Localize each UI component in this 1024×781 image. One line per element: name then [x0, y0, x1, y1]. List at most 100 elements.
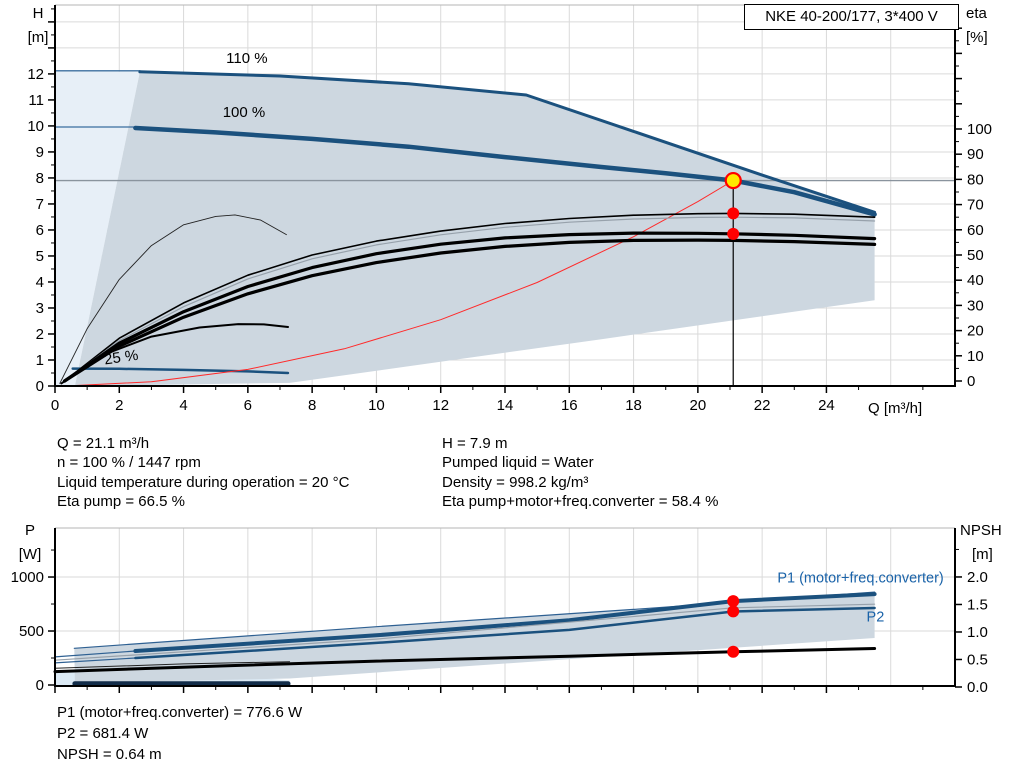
- y-tick-label: 0: [36, 677, 44, 694]
- p2-curve: [134, 606, 876, 660]
- y-tick-label: 500: [19, 623, 44, 640]
- x-tick-label: 22: [754, 397, 771, 414]
- info-line: Liquid temperature during operation = 20…: [57, 473, 350, 491]
- y2-tick-label: 0.0: [967, 679, 988, 696]
- y2-tick-label: 1.0: [967, 624, 988, 641]
- curve-110pct: [138, 70, 877, 214]
- npsh-curve: [53, 647, 877, 674]
- npsh-thin: [54, 661, 291, 669]
- q-axis-label: Q [m³/h]: [868, 400, 923, 417]
- info-line: Q = 21.1 m³/h: [57, 435, 150, 452]
- y2-tick-label: 100: [967, 121, 992, 138]
- p-axis-label: P: [24, 522, 35, 539]
- eta-axis-unit: [%]: [966, 29, 988, 46]
- y-tick-label: 7: [36, 196, 44, 213]
- info-line: Density = 998.2 kg/m³: [442, 473, 589, 491]
- info-line: P2 = 681.4 W: [57, 725, 149, 742]
- curve-label: P1 (motor+freq.converter): [777, 570, 943, 586]
- x-tick-label: 0: [51, 397, 59, 414]
- p2-min-flow: [54, 657, 136, 664]
- y-tick-label: 6: [36, 222, 44, 239]
- y-tick-label: 2: [36, 326, 44, 343]
- info-line: n = 100 % / 1447 rpm: [57, 454, 201, 472]
- npsh-axis-label: NPSH: [960, 522, 1002, 539]
- curve-label: 110 %: [226, 50, 267, 67]
- npsh-marker: [727, 645, 740, 658]
- y-tick-label: 9: [36, 144, 44, 161]
- info-line: NPSH = 0.64 m: [57, 746, 162, 763]
- p1-min-flow: [54, 650, 136, 658]
- p1-curve: [133, 592, 877, 653]
- y-tick-label: 3: [36, 300, 44, 317]
- info-line: Eta pump+motor+freq.converter = 58.4 %: [442, 493, 719, 511]
- power-result-block: P1 (motor+freq.converter) = 776.6 W P2 = …: [57, 702, 302, 765]
- curve-label: 25 %: [103, 347, 139, 369]
- curve-25pct: [71, 367, 290, 375]
- y-tick-label: 1000: [11, 569, 44, 586]
- h-axis-unit: [m]: [27, 29, 49, 46]
- y2-tick-label: 70: [967, 197, 984, 214]
- y2-tick-label: 2.0: [967, 569, 988, 586]
- y2-tick-label: 0: [967, 373, 975, 390]
- x-tick-label: 8: [308, 397, 316, 414]
- y2-tick-label: 90: [967, 146, 984, 163]
- y-tick-label: 5: [36, 248, 44, 265]
- curve-100pct: [133, 125, 877, 217]
- y2-tick-label: 40: [967, 272, 984, 289]
- y2-tick-label: 50: [967, 247, 984, 264]
- min-flow-region: [55, 71, 140, 387]
- x-tick-label: 2: [115, 397, 123, 414]
- pump-type-title-box: NKE 40-200/177, 3*400 V: [744, 4, 959, 30]
- info-line: Eta pump = 66.5 %: [57, 493, 185, 511]
- y-tick-label: 10: [27, 118, 44, 135]
- x-tick-label: 16: [561, 397, 578, 414]
- p1-marker: [727, 595, 740, 608]
- h-q-chart-svg: 0 2 4 6 8 10 12 14 16 18 20 22 240123456789101112010…: [27, 4, 992, 414]
- info-line: Pumped liquid = Water: [442, 454, 594, 472]
- p-axis-unit: [W]: [18, 546, 42, 563]
- x-tick-label: 14: [497, 397, 514, 414]
- y2-tick-label: 10: [967, 348, 984, 365]
- eta-total-marker: [727, 227, 740, 240]
- y2-tick-label: 20: [967, 323, 984, 340]
- y-tick-label: 4: [36, 274, 44, 291]
- x-tick-label: 18: [625, 397, 642, 414]
- x-tick-label: 24: [818, 397, 835, 414]
- x-tick-label: 12: [432, 397, 449, 414]
- control-curve-red: [70, 180, 734, 387]
- y-tick-label: 1: [36, 352, 44, 369]
- eta-total-curve: [62, 238, 877, 383]
- operating-envelope: [74, 71, 875, 387]
- eta-thin-gray-curve: [63, 216, 876, 382]
- y2-tick-label: 30: [967, 297, 984, 314]
- eta-arc-100pct: [59, 214, 287, 384]
- x-tick-label: 6: [244, 397, 252, 414]
- y2-tick-label: 80: [967, 171, 984, 188]
- info-line: H = 7.9 m: [442, 435, 508, 452]
- x-tick-label: 10: [368, 397, 385, 414]
- y-tick-label: 12: [27, 66, 44, 83]
- power-thin-gray: [54, 603, 876, 661]
- info-line: P1 (motor+freq.converter) = 776.6 W: [57, 704, 303, 721]
- curve-label: 100 %: [223, 104, 266, 121]
- y2-tick-label: 0.5: [967, 651, 988, 668]
- curve-label: P2: [867, 609, 885, 625]
- y-tick-label: 0: [36, 378, 44, 395]
- y-tick-label: 11: [28, 92, 44, 109]
- arc-25pct: [60, 323, 289, 385]
- p2-marker: [727, 605, 740, 618]
- x-tick-label: 4: [179, 397, 187, 414]
- npsh-axis-unit: [m]: [972, 546, 993, 563]
- duty-point-marker: [724, 171, 742, 190]
- duty-info-left-column: Q = 21.1 m³/h n = 100 % / 1447 rpm Liquid …: [57, 434, 349, 512]
- y-tick-label: 8: [36, 170, 44, 187]
- x-tick-label: 20: [690, 397, 707, 414]
- eta-axis-label: eta: [966, 5, 987, 22]
- duty-info-right-column: H = 7.9 m Pumped liquid = Water Density = …: [442, 434, 718, 512]
- eta-pump-marker: [727, 207, 740, 220]
- y2-tick-label: 1.5: [967, 596, 988, 613]
- p-npsh-chart-svg: 0 500 1000 0.0 0.5 1.0 1.5 2.0 P1 (motor+freq.co…: [11, 527, 988, 696]
- y2-tick-label: 60: [967, 222, 984, 239]
- h-axis-label: H: [32, 5, 44, 22]
